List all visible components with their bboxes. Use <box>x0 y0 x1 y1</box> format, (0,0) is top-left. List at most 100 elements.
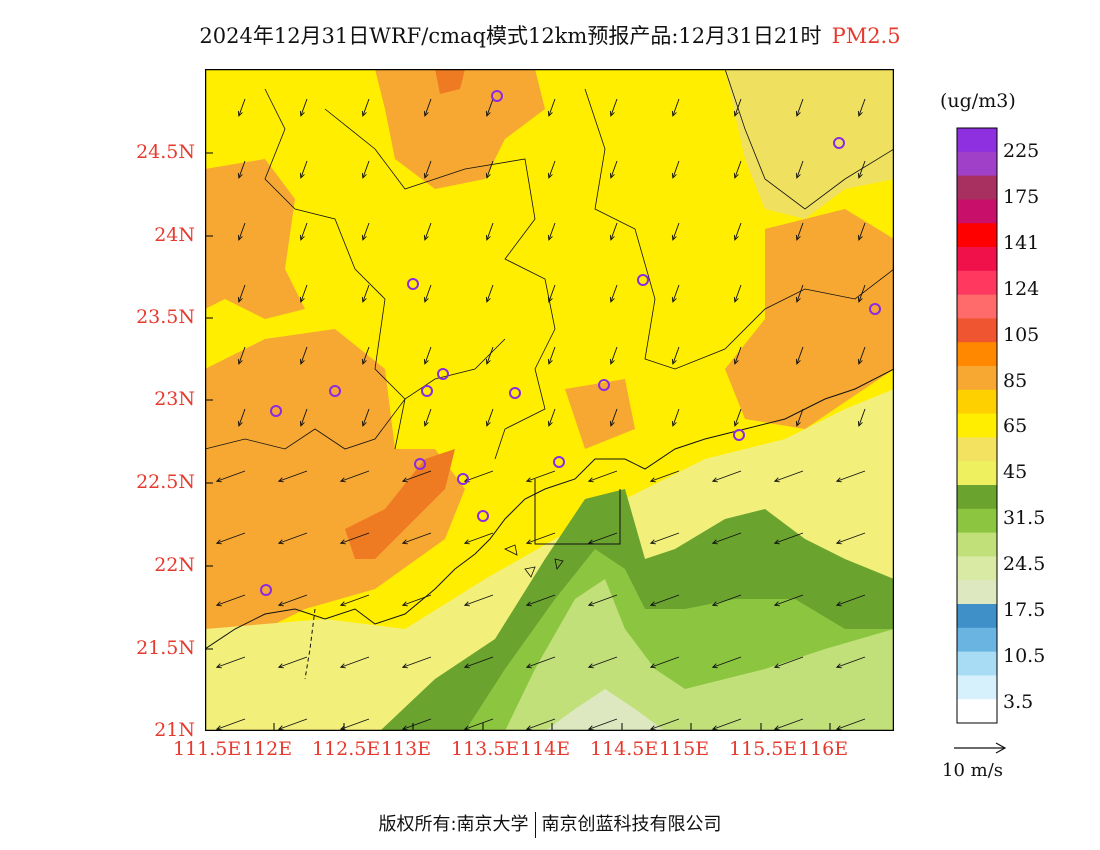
wind-arrow <box>216 532 246 544</box>
wind-arrow <box>300 346 308 365</box>
colorbar-segment <box>957 580 997 605</box>
wind-arrow-head <box>835 725 842 731</box>
wind-arrow-head <box>215 663 222 669</box>
wind-arrow <box>238 408 246 427</box>
wind-arrow-head <box>857 234 863 241</box>
wind-arrow <box>340 656 370 668</box>
wind-arrow-head <box>857 358 863 365</box>
wind-arrow <box>216 718 246 730</box>
field-dark-orange-n <box>435 69 465 94</box>
colorbar-segment <box>957 461 997 486</box>
wind-arrow <box>796 160 804 179</box>
lon-tick-label: 113.5E <box>451 738 520 760</box>
wind-arrow <box>672 160 680 179</box>
wind-arrow-head <box>733 172 739 179</box>
wind-arrow <box>610 284 618 303</box>
wind-arrow-head <box>857 110 863 117</box>
colorbar-segment <box>957 437 997 462</box>
wind-arrow <box>610 160 618 179</box>
station-marker <box>509 387 521 399</box>
colorbar-segment <box>957 604 997 629</box>
wind-arrow <box>610 98 618 117</box>
lon-tick-label: 114E <box>520 738 571 760</box>
lat-tick-label: 22.5N <box>136 471 195 493</box>
wind-arrow <box>216 656 246 668</box>
colorbar-label: 141 <box>1003 231 1040 254</box>
wind-arrow <box>402 656 432 668</box>
wind-arrow <box>796 284 804 303</box>
colorbar-segment <box>957 532 997 557</box>
wind-arrow-head <box>401 477 408 483</box>
wind-arrow-head <box>237 234 243 241</box>
wind-arrow-head <box>423 110 429 117</box>
wind-arrow-head <box>773 539 780 545</box>
lon-tick-label: 111.5E <box>173 738 242 760</box>
wind-arrow-head <box>485 234 491 241</box>
wind-arrow <box>278 532 308 544</box>
wind-arrow-head <box>547 172 553 179</box>
station-marker <box>833 137 845 149</box>
wind-arrow-head <box>237 358 243 365</box>
colorbar-label: 24.5 <box>1003 553 1046 576</box>
wind-arrow-head <box>525 601 532 607</box>
wind-arrow-head <box>299 172 305 179</box>
lat-tick-label: 24.5N <box>136 141 195 163</box>
wind-arrow-head <box>525 477 532 483</box>
lat-tick-label: 23N <box>154 388 195 410</box>
wind-arrow <box>774 470 804 482</box>
wind-arrow <box>424 160 432 179</box>
station-marker <box>260 584 272 596</box>
wind-arrow <box>858 160 866 179</box>
wind-arrow-head <box>361 110 367 117</box>
wind-arrow-head <box>857 420 863 427</box>
wind-arrow-head <box>215 477 222 483</box>
wind-arrow <box>650 656 680 668</box>
wind-arrow-head <box>795 234 801 241</box>
wind-arrow <box>734 284 742 303</box>
colorbar-segment <box>957 199 997 224</box>
wind-arrow-head <box>609 296 615 303</box>
wind-arrow <box>588 656 618 668</box>
colorbar <box>956 127 998 724</box>
wind-arrow-head <box>525 539 532 545</box>
wind-arrow <box>548 346 556 365</box>
colorbar-label: 65 <box>1003 415 1028 438</box>
wind-arrow <box>300 284 308 303</box>
chart-title: 2024年12月31日WRF/cmaq模式12km预报产品:12月31日21时 P… <box>0 20 1100 50</box>
wind-arrow-head <box>525 725 532 731</box>
wind-arrow <box>486 98 494 117</box>
wind-arrow <box>610 408 618 427</box>
station-marker <box>270 405 282 417</box>
wind-arrow <box>238 98 246 117</box>
footer-right: 南京创蓝科技有限公司 <box>541 814 722 835</box>
wind-arrow-head <box>401 663 408 669</box>
wind-arrow <box>300 98 308 117</box>
wind-arrow-head <box>649 601 656 607</box>
wind-arrow <box>650 594 680 606</box>
wind-arrow <box>548 222 556 241</box>
wind-arrow <box>712 594 742 606</box>
wind-arrow-head <box>609 358 615 365</box>
colorbar-frame <box>956 127 998 724</box>
station-marker <box>553 456 565 468</box>
wind-arrow <box>362 222 370 241</box>
wind-arrow <box>858 408 866 427</box>
wind-arrow <box>712 470 742 482</box>
colorbar-label: 10.5 <box>1003 644 1046 667</box>
wind-arrow-head <box>671 358 677 365</box>
wind-arrow-head <box>587 539 594 545</box>
province-border-2 <box>324 108 556 460</box>
lon-tick-label: 112E <box>242 738 293 760</box>
islands <box>504 544 564 578</box>
wind-arrow-head <box>237 172 243 179</box>
field-orange-east <box>725 209 894 429</box>
wind-arrow <box>238 222 246 241</box>
wind-arrow-head <box>525 663 532 669</box>
wind-arrow <box>650 470 680 482</box>
wind-arrow <box>774 594 804 606</box>
colorbar-label: 105 <box>1003 323 1040 346</box>
station-marker <box>414 458 426 470</box>
wind-arrow <box>340 594 370 606</box>
colorbar-segment <box>957 675 997 700</box>
wind-arrow <box>424 346 432 365</box>
